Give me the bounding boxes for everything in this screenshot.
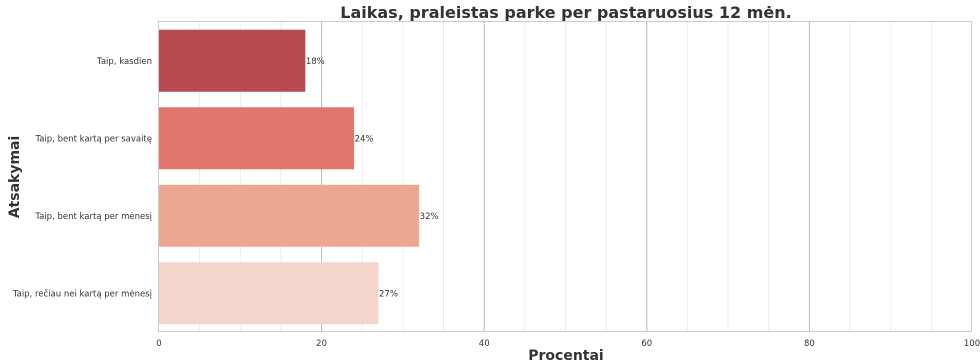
x-tick-label: 20 [316,339,327,349]
y-axis-title: Atsakymai [7,136,23,219]
bars-group [159,29,420,325]
chart-title: Laikas, praleistas parke per pastaruosiu… [340,3,791,22]
data-label: 24% [355,134,374,144]
x-axis-title: Procentai [528,348,603,362]
x-tick-labels: 0 20 40 60 80 100 [156,339,980,349]
bar-4 [159,262,379,325]
x-tick-label: 40 [479,339,490,349]
bar-2 [159,107,355,170]
bar-3 [159,184,420,247]
y-tick-labels: Taip, kasdien Taip, bent kartą per savait… [12,57,153,300]
data-label: 32% [420,212,439,222]
x-tick-label: 100 [964,339,980,349]
grid-lines [199,22,932,332]
y-tick-label: Taip, kasdien [96,57,152,67]
data-label: 18% [306,57,325,67]
data-labels: 18% 24% 32% 27% [306,57,439,300]
y-tick-label: Taip, bent kartą per savaitę [34,134,152,144]
data-label: 27% [379,289,398,299]
x-tick-label: 60 [641,339,652,349]
plot-frame [158,21,972,332]
x-tick-label: 0 [156,339,161,349]
x-tick-label: 80 [804,339,815,349]
y-tick-label: Taip, rečiau nei kartą per mėnesį [12,288,153,299]
y-tick-label: Taip, bent kartą per mėnesį [34,212,152,222]
bar-1 [159,29,306,92]
